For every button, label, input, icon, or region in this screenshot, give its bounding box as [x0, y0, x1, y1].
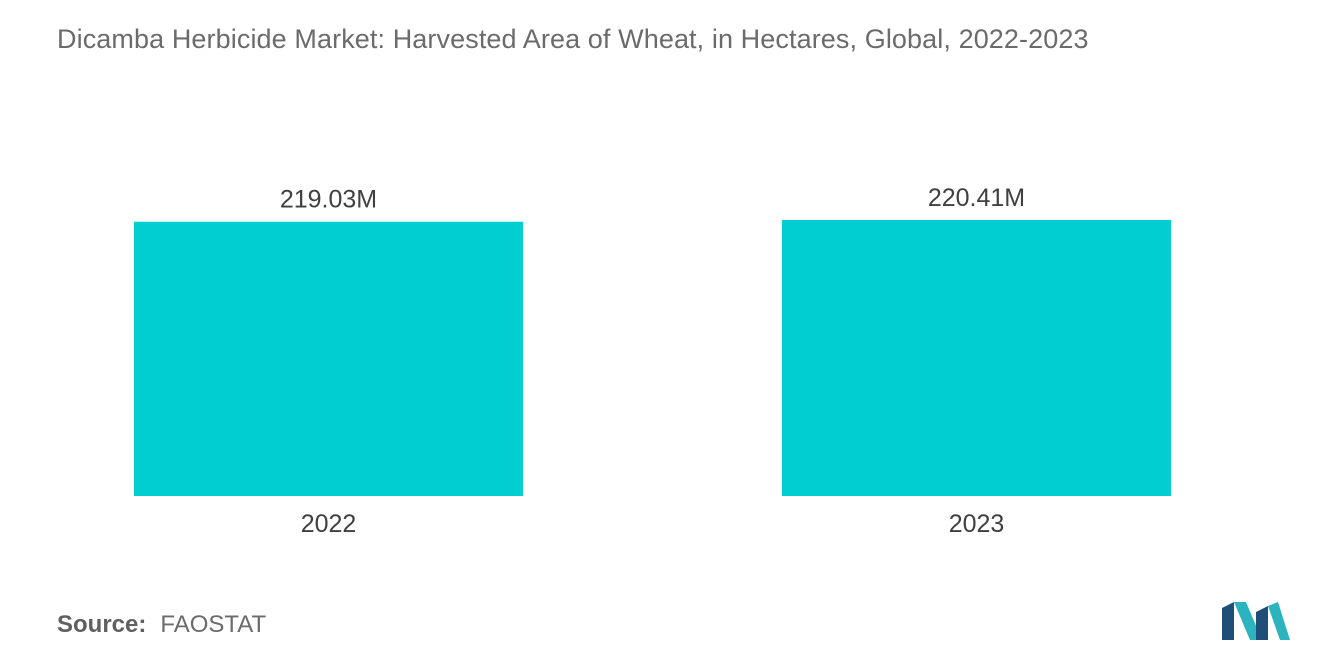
x-tick-label-2022: 2022: [301, 510, 357, 538]
bar-2022: [134, 221, 523, 496]
source-line: Source: FAOSTAT: [57, 611, 266, 639]
x-tick-label-2023: 2023: [949, 510, 1005, 538]
data-label-2022: 219.03M: [280, 186, 377, 214]
chart-title: Dicamba Herbicide Market: Harvested Area…: [57, 24, 1089, 54]
mordor-logo-icon: [1222, 602, 1290, 640]
source-value: FAOSTAT: [160, 611, 267, 638]
bar-2023: [782, 220, 1171, 496]
source-label: Source:: [57, 611, 147, 638]
data-label-2023: 220.41M: [928, 184, 1025, 212]
